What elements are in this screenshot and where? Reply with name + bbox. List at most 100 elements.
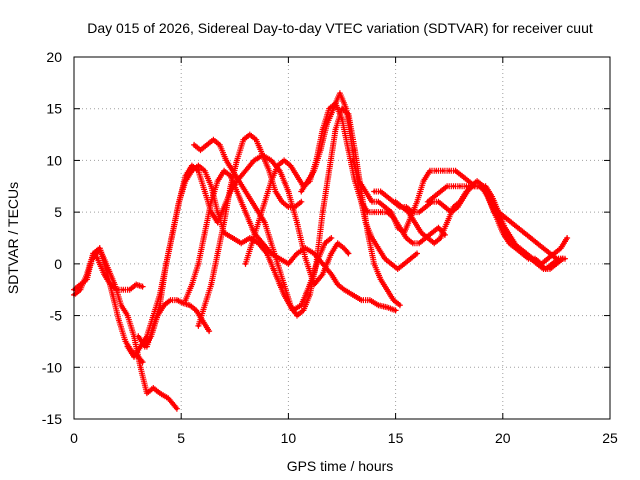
data-point <box>196 169 200 173</box>
data-point <box>175 298 179 302</box>
data-point <box>263 200 267 204</box>
data-point <box>126 345 130 349</box>
tick-layer: 0 5 10 15 20 25 -15 -10 -5 0 5 10 15 20 <box>42 49 618 446</box>
series-markers <box>371 178 571 267</box>
data-point <box>471 184 475 188</box>
data-point <box>113 283 117 286</box>
data-point <box>396 267 400 271</box>
data-point <box>402 262 406 266</box>
data-point <box>329 272 333 276</box>
data-point <box>274 190 277 193</box>
data-point <box>334 127 338 131</box>
data-point <box>282 293 286 297</box>
data-point <box>158 391 162 395</box>
data-point <box>289 164 292 168</box>
data-point <box>269 158 273 162</box>
data-point <box>484 190 488 193</box>
data-point <box>319 148 323 152</box>
data-point <box>308 293 312 297</box>
data-point <box>211 138 215 142</box>
data-point <box>241 138 245 142</box>
data-point <box>398 303 402 307</box>
data-point <box>400 205 404 209</box>
data-point <box>78 288 82 292</box>
data-point <box>359 298 363 302</box>
data-point <box>509 236 513 240</box>
data-point <box>209 283 213 286</box>
data-point <box>389 262 393 266</box>
data-point <box>224 158 228 162</box>
data-point <box>203 169 207 173</box>
data-point <box>372 262 376 266</box>
data-point <box>413 221 417 224</box>
data-point <box>542 246 545 250</box>
data-point <box>379 190 383 193</box>
x-tick-label: 20 <box>495 430 511 446</box>
data-point <box>554 257 558 261</box>
data-point <box>286 205 290 209</box>
data-point <box>145 334 149 338</box>
data-point <box>372 210 376 214</box>
data-point <box>286 262 290 266</box>
data-point <box>385 195 389 199</box>
data-point <box>529 236 533 240</box>
data-point <box>327 169 331 173</box>
data-point <box>338 91 342 95</box>
data-point <box>439 236 443 240</box>
data-point <box>357 190 361 193</box>
data-point <box>484 184 488 188</box>
data-point <box>136 334 140 338</box>
data-point <box>229 184 232 188</box>
data-point <box>325 122 329 126</box>
series-arc-7 <box>182 167 399 314</box>
y-tick-label: 10 <box>46 152 62 168</box>
data-point <box>85 272 89 276</box>
data-point <box>124 339 127 343</box>
data-point <box>192 143 196 147</box>
data-point <box>351 148 355 152</box>
data-point <box>546 257 550 261</box>
data-point <box>269 252 273 255</box>
data-point <box>376 303 380 307</box>
data-point <box>139 365 142 369</box>
series-arc-10 <box>242 100 448 267</box>
data-point <box>199 148 202 152</box>
data-point <box>203 190 207 193</box>
data-point <box>329 252 333 255</box>
data-point <box>209 200 213 204</box>
chart-title: Day 015 of 2026, Sidereal Day-to-day VTE… <box>87 20 593 36</box>
data-point <box>561 257 565 261</box>
data-point <box>177 200 181 204</box>
data-point <box>295 174 299 178</box>
data-point <box>385 288 389 292</box>
data-point <box>181 301 185 305</box>
data-point <box>304 246 308 250</box>
data-point <box>117 319 121 323</box>
data-point <box>312 169 316 173</box>
data-point <box>346 148 350 152</box>
data-point <box>434 169 438 173</box>
y-axis-label: SDTVAR / TECUs <box>5 182 21 294</box>
data-point <box>503 226 507 230</box>
data-point <box>458 184 462 188</box>
data-point <box>289 303 292 307</box>
data-point <box>151 386 155 390</box>
data-point <box>244 262 247 266</box>
y-tick-label: -5 <box>50 308 63 324</box>
data-point <box>464 190 468 193</box>
data-point <box>256 210 260 214</box>
data-point <box>96 257 100 261</box>
data-point <box>304 257 308 261</box>
data-point <box>364 190 368 193</box>
plot-frame <box>73 56 611 420</box>
data-point <box>301 308 305 312</box>
data-point <box>244 210 247 214</box>
series-arc-5 <box>135 297 213 350</box>
data-point <box>235 158 239 162</box>
data-point <box>231 236 235 240</box>
data-point <box>475 179 479 183</box>
data-point <box>447 169 451 173</box>
data-point <box>276 164 280 168</box>
data-point <box>417 241 421 245</box>
